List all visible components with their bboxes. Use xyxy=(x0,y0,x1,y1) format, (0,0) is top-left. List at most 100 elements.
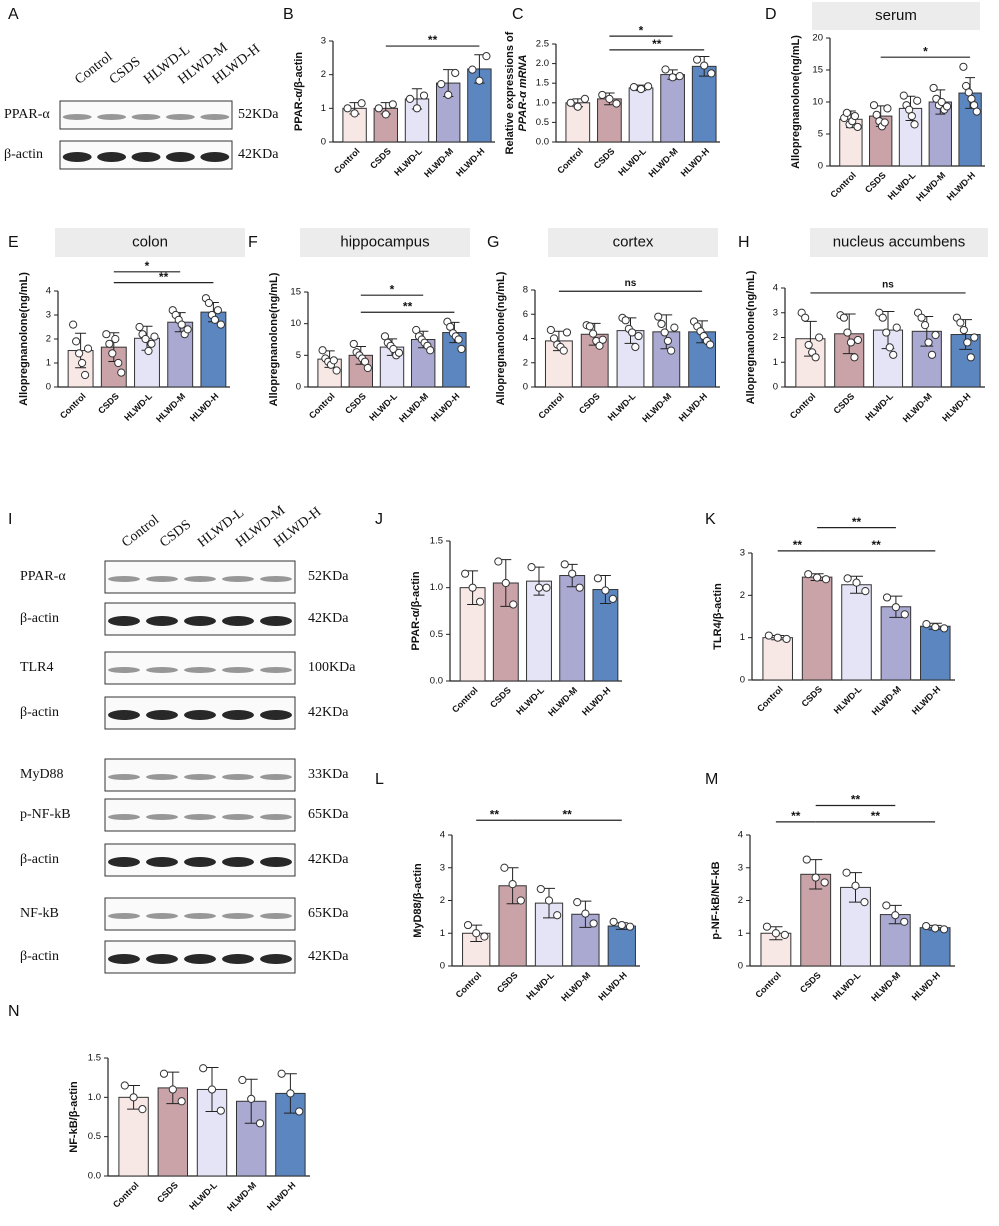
significance-label: ** xyxy=(159,270,169,284)
data-point xyxy=(609,917,618,926)
x-tick-label: Control xyxy=(753,970,783,1000)
y-tick-label: 1.0 xyxy=(88,1092,101,1103)
chart-title: serum xyxy=(875,7,917,24)
x-tick-label: Control xyxy=(536,391,566,421)
data-point xyxy=(585,322,594,331)
x-tick-label: HLWD-M xyxy=(546,685,579,718)
x-tick-label: CSDS xyxy=(577,391,602,416)
y-tick-label: 4 xyxy=(738,830,743,841)
size-label: 65KDa xyxy=(308,807,349,822)
blot-band xyxy=(184,667,216,673)
x-tick-label: HLWD-L xyxy=(832,684,864,716)
blot-band xyxy=(131,152,161,162)
data-point xyxy=(349,339,358,349)
y-tick-label: 4 xyxy=(440,830,445,841)
y-tick-label: 1 xyxy=(440,928,445,939)
data-point xyxy=(509,600,518,609)
y-tick-label: 15 xyxy=(290,287,301,298)
data-point xyxy=(820,878,829,887)
data-point xyxy=(183,325,192,334)
y-axis-label: PPAR-α mRNA xyxy=(517,54,529,131)
blot-band xyxy=(260,954,292,964)
data-point xyxy=(913,96,922,105)
y-tick-label: 0 xyxy=(740,675,745,686)
bar xyxy=(920,625,951,681)
data-point xyxy=(813,573,822,582)
y-tick-label: 10 xyxy=(812,97,823,108)
data-point xyxy=(332,366,341,375)
data-point xyxy=(878,313,887,322)
data-point xyxy=(141,334,150,344)
blot-band xyxy=(184,814,216,820)
data-point xyxy=(77,358,87,368)
data-point xyxy=(842,108,851,117)
size-label: 42KDa xyxy=(308,949,349,964)
data-point xyxy=(247,1094,256,1104)
blot-band xyxy=(146,616,178,626)
significance-label: * xyxy=(145,259,150,273)
data-point xyxy=(475,76,484,85)
y-tick-label: 4 xyxy=(773,283,778,294)
data-point xyxy=(350,109,359,118)
y-tick-label: 2 xyxy=(46,334,51,345)
data-point xyxy=(575,583,584,592)
x-tick-label: Control xyxy=(450,685,480,715)
bar xyxy=(660,74,685,143)
x-tick-label: CSDS xyxy=(495,970,520,995)
x-tick-label: Control xyxy=(307,391,337,421)
size-label: 42KDa xyxy=(308,852,349,867)
y-tick-label: 0 xyxy=(321,137,326,148)
data-point xyxy=(900,610,909,619)
y-tick-label: 0.5 xyxy=(536,117,549,128)
data-point xyxy=(213,306,222,315)
significance-label: ** xyxy=(872,538,882,552)
y-axis-label: Relative expressions of xyxy=(504,31,516,154)
y-tick-label: 0 xyxy=(440,961,445,972)
data-point xyxy=(931,330,940,340)
blot-band xyxy=(184,913,216,919)
x-tick-label: HLWD-H xyxy=(188,391,221,424)
data-point xyxy=(910,120,919,129)
y-tick-label: 0 xyxy=(296,382,301,393)
data-point xyxy=(970,333,979,342)
blot-band xyxy=(146,774,178,780)
data-point xyxy=(668,73,677,82)
data-point xyxy=(147,339,156,348)
data-point xyxy=(963,338,972,347)
data-point xyxy=(869,101,879,110)
blot-band xyxy=(222,710,254,720)
blot-band xyxy=(184,954,216,964)
x-tick-label: HLWD-L xyxy=(616,146,648,178)
blot-band xyxy=(97,114,127,120)
blot-band xyxy=(62,152,92,162)
blot-band xyxy=(260,576,292,582)
significance-label: ** xyxy=(652,37,662,51)
x-tick-label: HLWD-M xyxy=(901,391,934,424)
chart-title: hippocampus xyxy=(340,233,429,250)
significance-label: ns xyxy=(625,278,637,289)
x-tick-label: Control xyxy=(828,170,858,200)
y-axis-label: Allopregnanolone(ng/mL) xyxy=(745,270,757,404)
data-point xyxy=(966,353,975,362)
data-point xyxy=(468,65,477,74)
data-point xyxy=(210,315,219,324)
y-tick-label: 4 xyxy=(523,333,528,344)
data-point xyxy=(670,323,679,332)
significance-label: ** xyxy=(852,515,862,529)
y-tick-label: 1 xyxy=(321,103,326,114)
data-point xyxy=(892,323,901,332)
x-tick-label: Control xyxy=(555,146,585,176)
data-point xyxy=(917,313,926,322)
data-point xyxy=(920,321,930,330)
significance-label: ns xyxy=(882,280,894,291)
data-point xyxy=(675,72,684,81)
data-point xyxy=(846,338,856,347)
data-point xyxy=(388,100,397,109)
x-tick-label: HLWD-L xyxy=(187,1180,219,1212)
x-tick-label: HLWD-H xyxy=(454,146,487,179)
y-tick-label: 1 xyxy=(46,358,51,369)
